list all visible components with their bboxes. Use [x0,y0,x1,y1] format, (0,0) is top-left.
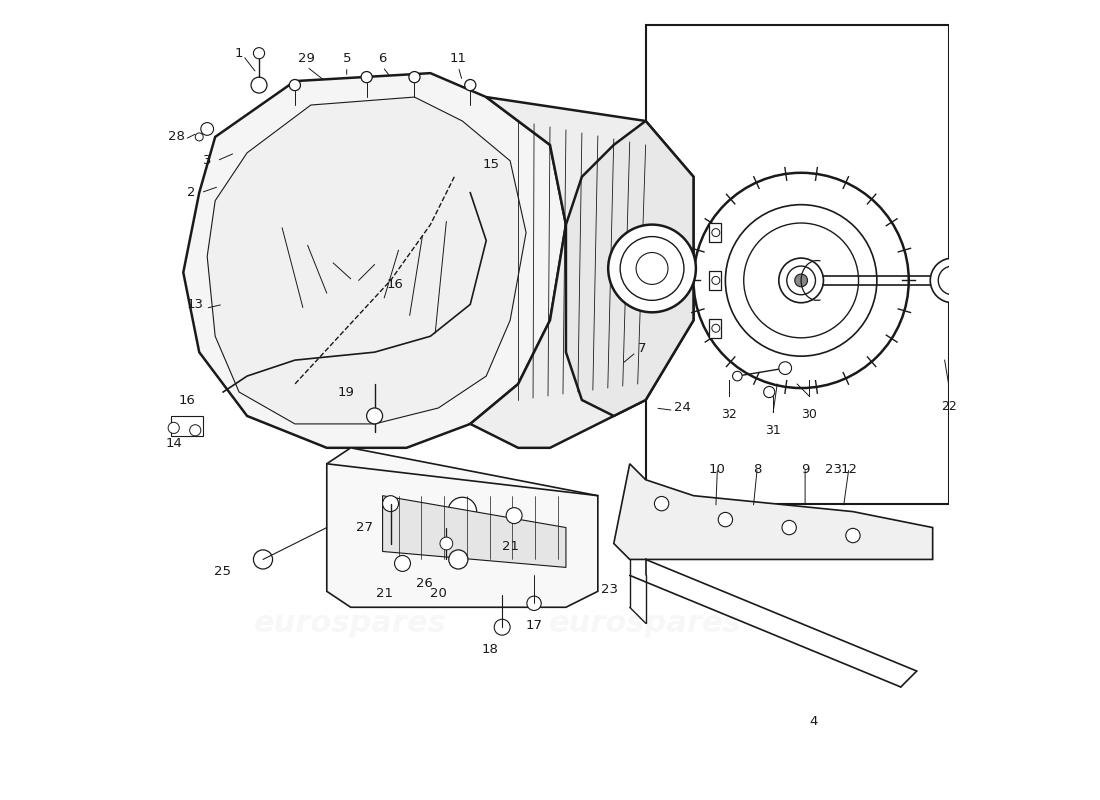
Text: 20: 20 [430,587,447,600]
Circle shape [786,266,815,294]
Text: eurospares: eurospares [549,609,742,638]
Text: 10: 10 [710,462,726,476]
Circle shape [464,79,476,90]
Circle shape [383,496,398,512]
Circle shape [527,596,541,610]
Text: eurospares: eurospares [254,346,447,374]
Circle shape [168,422,179,434]
Text: 26: 26 [416,577,432,590]
Circle shape [763,386,774,398]
Circle shape [931,258,975,302]
Text: 27: 27 [356,521,373,534]
Bar [646,26,948,504]
Circle shape [395,555,410,571]
Text: 8: 8 [754,462,761,476]
Text: 14: 14 [166,438,183,450]
Circle shape [361,71,372,82]
Text: 16: 16 [386,278,404,291]
Text: 11: 11 [450,52,466,65]
Text: 1: 1 [234,46,243,60]
Text: 24: 24 [673,402,691,414]
Circle shape [608,225,696,312]
Circle shape [654,497,669,511]
Polygon shape [383,496,565,567]
Text: 28: 28 [168,130,185,143]
Circle shape [718,513,733,526]
Circle shape [448,498,476,526]
Text: 23: 23 [825,462,842,476]
Circle shape [289,79,300,90]
Circle shape [195,133,204,141]
Circle shape [794,274,807,286]
Text: 18: 18 [482,643,498,656]
Polygon shape [207,97,526,424]
Circle shape [366,408,383,424]
Text: 9: 9 [801,462,810,476]
Polygon shape [614,464,933,559]
Circle shape [744,223,858,338]
Circle shape [846,528,860,542]
Text: 29: 29 [298,52,316,65]
Bar [710,223,722,242]
Circle shape [636,253,668,285]
Circle shape [782,520,796,534]
Text: 16: 16 [178,394,195,406]
Text: 21: 21 [376,587,393,600]
Text: 21: 21 [502,539,518,553]
Text: 5: 5 [342,52,351,65]
Circle shape [189,425,201,436]
Text: 25: 25 [214,565,231,578]
Text: 13: 13 [186,298,204,311]
Text: eurospares: eurospares [254,609,447,638]
Text: 6: 6 [378,52,387,65]
Bar [172,416,204,436]
Circle shape [253,48,265,58]
Circle shape [779,362,792,374]
Bar [710,318,722,338]
Circle shape [494,619,510,635]
Circle shape [693,173,909,388]
Polygon shape [327,448,597,607]
Circle shape [251,77,267,93]
Text: 17: 17 [526,619,542,632]
Circle shape [733,371,742,381]
Text: 23: 23 [602,583,618,596]
Text: 30: 30 [801,408,817,421]
Polygon shape [471,97,693,448]
Polygon shape [184,73,565,448]
Circle shape [506,508,522,523]
Text: 4: 4 [808,715,817,728]
Text: 12: 12 [840,462,858,476]
Circle shape [725,205,877,356]
Text: 2: 2 [187,186,195,199]
Circle shape [409,71,420,82]
Circle shape [779,258,824,302]
Circle shape [712,324,719,332]
Circle shape [712,229,719,237]
Text: 3: 3 [202,154,211,167]
Polygon shape [565,121,693,416]
Text: eurospares: eurospares [549,346,742,374]
Bar [710,271,722,290]
Text: 19: 19 [338,386,354,398]
Text: 31: 31 [766,424,781,437]
Circle shape [712,277,719,285]
Circle shape [201,122,213,135]
Text: 32: 32 [722,408,737,421]
Circle shape [938,266,967,294]
Text: 7: 7 [638,342,646,354]
Text: 22: 22 [940,400,957,413]
Circle shape [440,537,453,550]
Circle shape [620,237,684,300]
Text: 15: 15 [482,158,499,171]
Circle shape [253,550,273,569]
Circle shape [449,550,468,569]
